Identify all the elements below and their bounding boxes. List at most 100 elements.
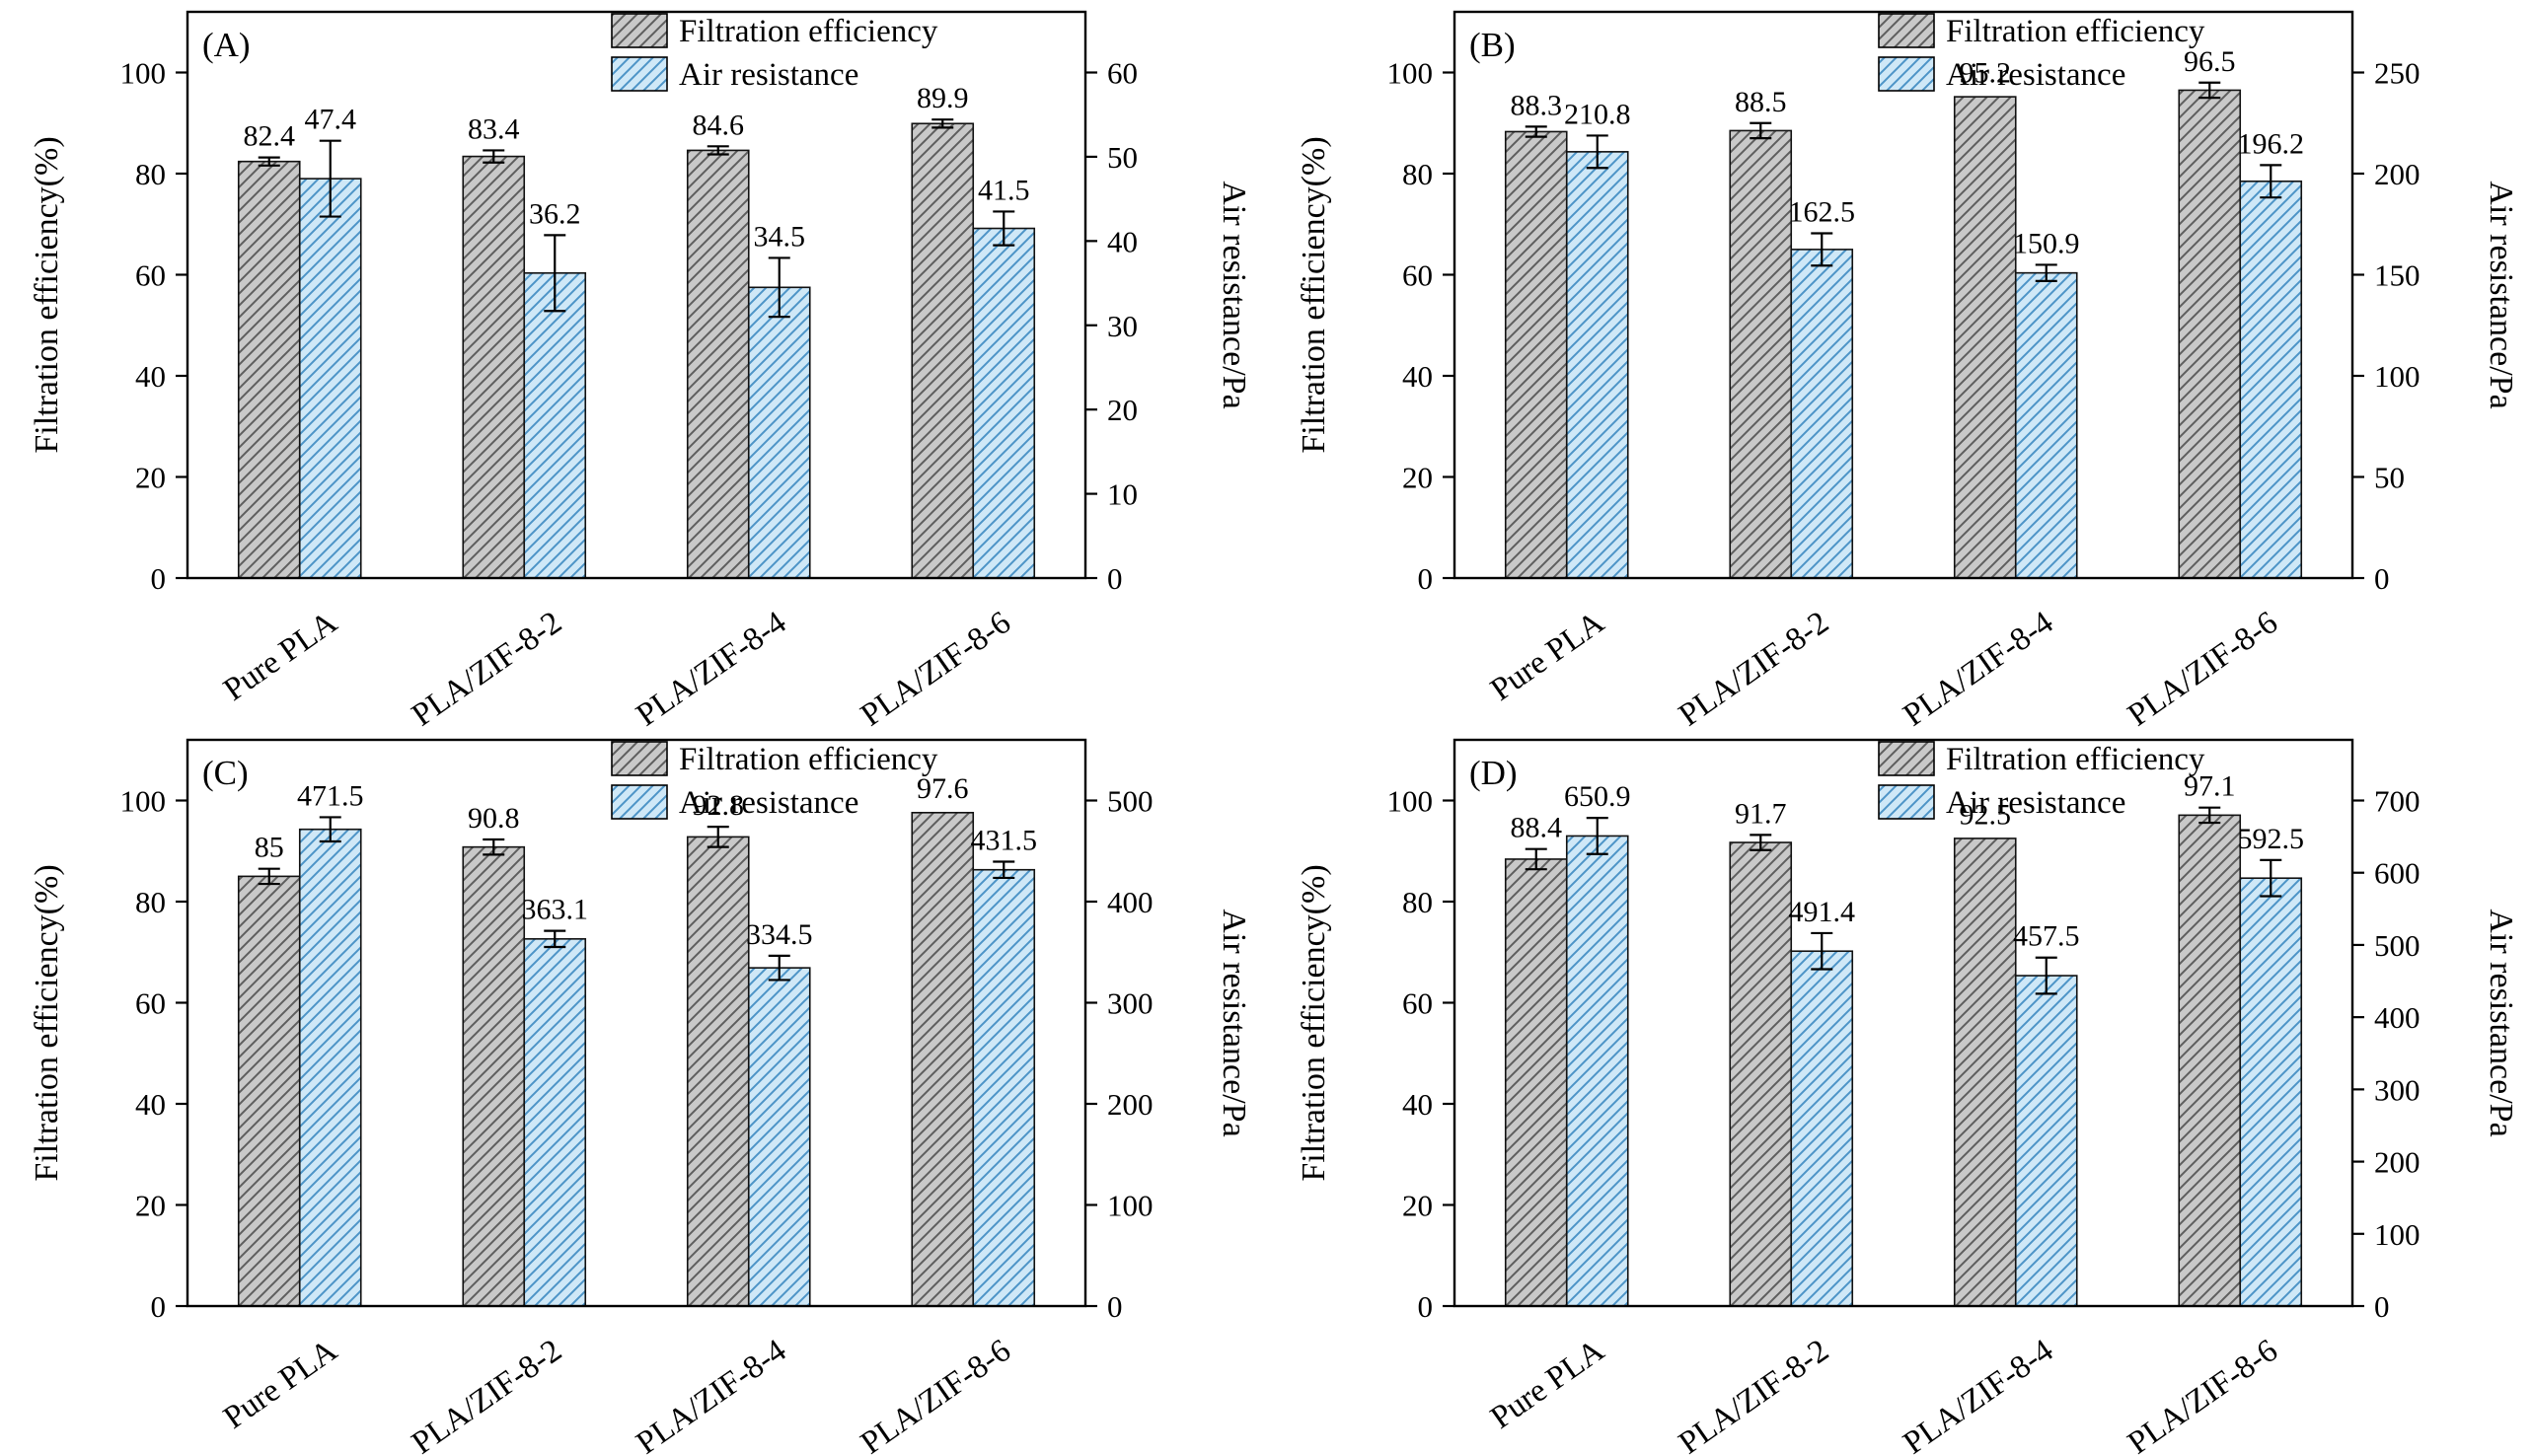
legend-label: Filtration efficiency <box>679 14 938 49</box>
bar-air <box>523 271 587 579</box>
bar-air <box>747 286 811 579</box>
value-label: 90.8 <box>468 802 520 835</box>
right-tick-label: 40 <box>1107 224 1138 258</box>
right-tick-label: 100 <box>2374 1217 2421 1252</box>
value-label: 85 <box>255 832 284 864</box>
bar-air <box>2014 975 2078 1307</box>
x-category-label: PLA/ZIF-8-2 <box>1673 1333 1835 1456</box>
value-label: 36.2 <box>529 197 581 230</box>
x-category-label: Pure PLA <box>1484 605 1610 708</box>
bar-filtration <box>237 875 301 1307</box>
bar-filtration <box>911 122 975 579</box>
value-label: 334.5 <box>746 918 813 951</box>
bar-air <box>1789 950 1853 1307</box>
right-tick-label: 600 <box>2374 856 2421 891</box>
x-category-label: PLA/ZIF-8-6 <box>2122 1333 2284 1456</box>
right-axis-title: Air resistance/Pa <box>1216 909 1252 1136</box>
x-category-label: PLA/ZIF-8-4 <box>1897 1333 2059 1456</box>
right-tick-label: 250 <box>2374 56 2421 91</box>
left-tick-label: 60 <box>135 258 166 293</box>
legend-swatch <box>1877 741 1935 776</box>
right-tick-label: 150 <box>2374 258 2421 293</box>
legend-swatch <box>1877 56 1935 92</box>
chart-panel-C: 85 90.8 92.8 97.6 471.5 363.1 334.5 431.5 0 20 40 6… <box>29 738 1252 1456</box>
panel-letter: (A) <box>202 26 251 64</box>
bar-filtration <box>2177 814 2241 1307</box>
right-tick-label: 400 <box>2374 1000 2421 1035</box>
legend-swatch <box>611 56 668 92</box>
right-tick-label: 200 <box>2374 1145 2421 1180</box>
plot-frame <box>186 10 1087 580</box>
panel-letter: (B) <box>1469 26 1516 64</box>
right-axis-title: Air resistance/Pa <box>2483 181 2519 408</box>
right-tick-label: 300 <box>1107 986 1154 1021</box>
value-label: 210.8 <box>1564 98 1631 130</box>
left-tick-label: 100 <box>120 56 167 91</box>
value-label: 363.1 <box>522 894 589 926</box>
left-tick-label: 20 <box>135 461 166 495</box>
left-axis-title: Filtration efficiency(%) <box>1296 136 1332 453</box>
value-label: 491.4 <box>1788 896 1855 928</box>
right-tick-label: 100 <box>1107 1189 1154 1223</box>
right-tick-label: 0 <box>1107 1289 1123 1324</box>
right-tick-label: 400 <box>1107 885 1154 919</box>
right-axis-title: Air resistance/Pa <box>2483 909 2519 1136</box>
left-tick-label: 40 <box>135 1087 166 1122</box>
right-tick-label: 0 <box>2374 561 2390 596</box>
value-label: 88.3 <box>1510 89 1562 121</box>
right-tick-label: 200 <box>2374 157 2421 191</box>
x-category-label: PLA/ZIF-8-6 <box>855 1333 1017 1456</box>
left-tick-label: 100 <box>120 784 167 819</box>
value-label: 92.8 <box>693 789 745 822</box>
legend-label: Filtration efficiency <box>1946 14 2205 49</box>
legend-swatch <box>1877 13 1935 48</box>
panel-D: 88.4 91.7 92.5 97.1 650.9 491.4 457.5 592.5 0 20 4… <box>1267 728 2533 1456</box>
bar-filtration <box>1953 837 2017 1307</box>
left-tick-label: 80 <box>1402 157 1433 191</box>
value-label: 457.5 <box>2013 920 2080 953</box>
right-tick-label: 50 <box>2374 461 2405 495</box>
bar-filtration <box>2177 89 2241 579</box>
bar-air <box>747 967 811 1307</box>
value-label: 41.5 <box>978 174 1030 206</box>
left-tick-label: 0 <box>151 1289 167 1324</box>
x-category-label: Pure PLA <box>1484 1333 1610 1436</box>
x-category-label: Pure PLA <box>217 1333 343 1436</box>
left-tick-label: 100 <box>1386 784 1433 819</box>
plot-frame <box>1453 738 2353 1308</box>
legend-label: Air resistance <box>679 57 858 93</box>
x-category-label: Pure PLA <box>217 605 343 708</box>
bar-filtration <box>462 845 526 1307</box>
left-tick-label: 60 <box>135 986 166 1021</box>
value-label: 95.2 <box>1959 57 2011 90</box>
bar-filtration <box>686 149 750 579</box>
left-tick-label: 100 <box>1386 56 1433 91</box>
value-label: 84.6 <box>693 109 745 141</box>
legend-label: Air resistance <box>1946 57 2125 93</box>
legend-label: Filtration efficiency <box>679 742 938 777</box>
bar-air <box>1565 835 1629 1307</box>
value-label: 34.5 <box>754 220 806 253</box>
plot-frame <box>186 738 1087 1308</box>
x-category-label: PLA/ZIF-8-6 <box>2122 605 2284 733</box>
value-label: 91.7 <box>1735 797 1787 830</box>
right-tick-label: 300 <box>2374 1072 2421 1107</box>
panel-letter: (D) <box>1469 754 1518 792</box>
value-label: 471.5 <box>297 779 364 812</box>
bar-air <box>1565 151 1629 579</box>
x-category-label: PLA/ZIF-8-2 <box>406 605 568 733</box>
x-category-label: PLA/ZIF-8-2 <box>1673 605 1835 733</box>
chart-panel-A: 82.4 83.4 84.6 89.9 47.4 36.2 34.5 41.5 0 20 40 60 8… <box>29 10 1252 734</box>
right-tick-label: 10 <box>1107 477 1138 512</box>
x-category-label: PLA/ZIF-8-4 <box>631 605 793 733</box>
x-category-label: PLA/ZIF-8-2 <box>406 1333 568 1456</box>
value-label: 97.6 <box>917 772 969 805</box>
bar-filtration <box>911 812 975 1307</box>
left-tick-label: 20 <box>1402 461 1433 495</box>
value-label: 83.4 <box>468 112 520 145</box>
value-label: 97.1 <box>2184 770 2236 803</box>
bar-air <box>2238 877 2302 1307</box>
x-category-label: PLA/ZIF-8-6 <box>855 605 1017 733</box>
bar-air <box>523 938 587 1307</box>
right-tick-label: 0 <box>1107 561 1123 596</box>
